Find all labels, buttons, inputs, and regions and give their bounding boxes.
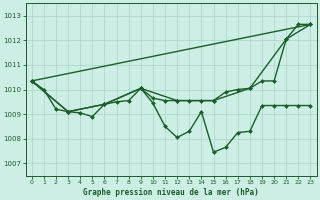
X-axis label: Graphe pression niveau de la mer (hPa): Graphe pression niveau de la mer (hPa) — [83, 188, 259, 197]
